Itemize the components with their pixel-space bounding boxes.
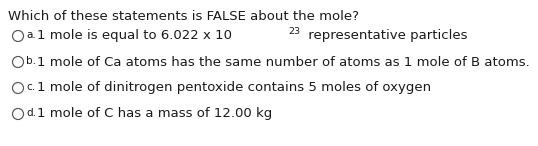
Text: 1 mole of Ca atoms has the same number of atoms as 1 mole of B atoms.: 1 mole of Ca atoms has the same number o… — [37, 55, 530, 68]
Text: 1 mole of dinitrogen pentoxide contains 5 moles of oxygen: 1 mole of dinitrogen pentoxide contains … — [37, 81, 431, 94]
Text: representative particles: representative particles — [305, 29, 468, 42]
Text: 23: 23 — [288, 27, 301, 36]
Circle shape — [12, 82, 24, 93]
Text: b.: b. — [26, 55, 36, 66]
Circle shape — [12, 31, 24, 41]
Text: d.: d. — [26, 107, 36, 118]
Text: c.: c. — [26, 81, 35, 92]
Text: Which of these statements is FALSE about the mole?: Which of these statements is FALSE about… — [8, 10, 359, 23]
Circle shape — [12, 57, 24, 67]
Text: a.: a. — [26, 29, 36, 40]
Circle shape — [12, 108, 24, 119]
Text: 1 mole is equal to 6.022 x 10: 1 mole is equal to 6.022 x 10 — [37, 29, 232, 42]
Text: 1 mole of C has a mass of 12.00 kg: 1 mole of C has a mass of 12.00 kg — [37, 107, 272, 120]
